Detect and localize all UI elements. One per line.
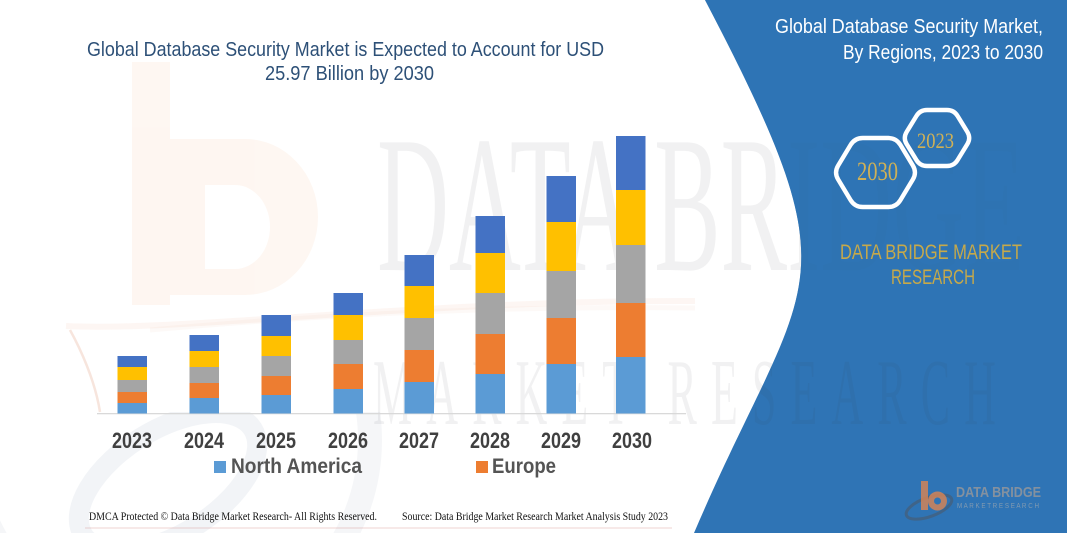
svg-text:25.97 Billion by 2030: 25.97 Billion by 2030 xyxy=(265,63,434,85)
svg-text:RESEARCH: RESEARCH xyxy=(891,266,975,289)
svg-text:Global Database Security Marke: Global Database Security Market is Expec… xyxy=(87,39,604,61)
svg-text:2025: 2025 xyxy=(256,428,296,453)
svg-text:DMCA Protected © Data Bridge M: DMCA Protected © Data Bridge Market Rese… xyxy=(89,509,377,523)
svg-text:2023: 2023 xyxy=(112,428,152,453)
svg-text:2024: 2024 xyxy=(184,428,225,453)
svg-text:2023: 2023 xyxy=(917,128,954,153)
svg-text:2027: 2027 xyxy=(399,428,439,453)
svg-text:Global Database Security Marke: Global Database Security Market, xyxy=(775,16,1043,38)
svg-text:North America: North America xyxy=(231,455,362,478)
svg-text:Source: Data Bridge Market Res: Source: Data Bridge Market Research Mark… xyxy=(402,509,668,523)
svg-text:DATA BRIDGE: DATA BRIDGE xyxy=(956,484,1041,501)
svg-text:2030: 2030 xyxy=(612,428,652,453)
svg-text:2026: 2026 xyxy=(328,428,368,453)
svg-text:2030: 2030 xyxy=(857,157,898,186)
svg-text:M A R K E T R E S E A R C H: M A R K E T R E S E A R C H xyxy=(957,503,1039,510)
svg-text:By Regions, 2023 to 2030: By Regions, 2023 to 2030 xyxy=(843,42,1043,64)
svg-text:2029: 2029 xyxy=(541,428,581,453)
svg-text:DATA BRIDGE MARKET: DATA BRIDGE MARKET xyxy=(840,241,1022,264)
svg-text:MARKET RESEARCH: MARKET RESEARCH xyxy=(373,341,1010,445)
svg-text:Europe: Europe xyxy=(492,455,556,478)
svg-text:2028: 2028 xyxy=(470,428,510,453)
